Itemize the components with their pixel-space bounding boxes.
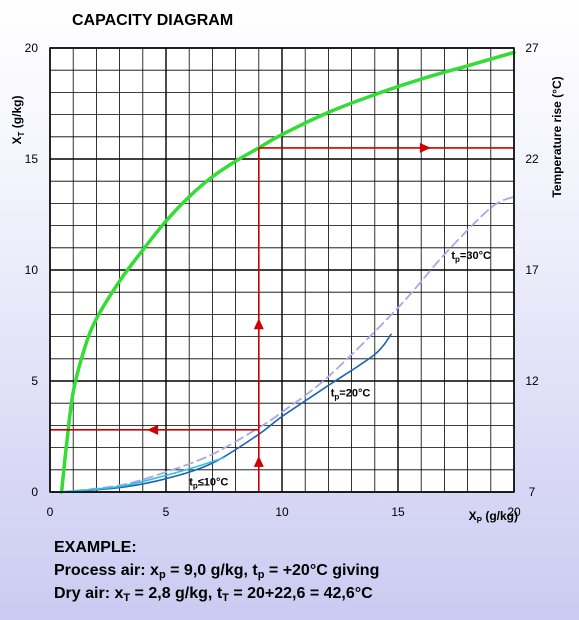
example-path	[50, 142, 514, 492]
y2-tick-label: 27	[525, 41, 539, 55]
series-line-tp-10-c	[60, 456, 225, 493]
series-line-capacity	[59, 50, 516, 494]
y-axis-label: XT (g/kg)	[10, 96, 26, 145]
example-heading: EXAMPLE:	[54, 539, 137, 556]
y2-tick-label: 22	[525, 152, 539, 166]
series-line-tp-30-c	[60, 195, 515, 493]
arrow-left-icon	[147, 424, 159, 435]
capacity-chart: CAPACITY DIAGRAM tp=30°C tp=20°C tp≤10°C 0…	[10, 12, 564, 525]
x-axis-label: XP (g/kg)	[469, 509, 518, 525]
y2-tick-label: 17	[525, 263, 539, 277]
series-label: tp=20°C	[331, 388, 371, 402]
x-tick-label: 10	[275, 505, 289, 519]
series-label: tp≤10°C	[189, 476, 228, 490]
y-tick-label: 15	[25, 152, 39, 166]
example-process-air: Process air: xp = 9,0 g/kg, tp = +20°C g…	[54, 562, 380, 581]
x-tick-label: 5	[163, 505, 170, 519]
example-dry-air: Dry air: xT = 2,8 g/kg, tT = 20+22,6 = 4…	[54, 585, 373, 604]
arrow-up-icon	[253, 318, 264, 330]
y-tick-label: 10	[25, 263, 39, 277]
chart-title: CAPACITY DIAGRAM	[72, 12, 233, 29]
plot-frame	[49, 47, 515, 493]
y2-tick-label: 12	[525, 374, 539, 388]
x-tick-label: 20	[507, 505, 521, 519]
y2-axis-label: Temperature rise (°C)	[550, 76, 564, 197]
tick-labels: 0 5 10 15 20 0 5 10 15 20 7 12 17 22 27	[25, 41, 539, 519]
series-label: tp=30°C	[451, 250, 491, 264]
arrow-right-icon	[419, 142, 431, 153]
x-tick-label: 15	[391, 505, 405, 519]
y-tick-label: 20	[25, 41, 39, 55]
x-tick-label: 0	[47, 505, 54, 519]
y-tick-label: 5	[31, 374, 38, 388]
y2-tick-label: 7	[529, 485, 536, 499]
example-text: EXAMPLE: Process air: xp = 9,0 g/kg, tp …	[54, 536, 379, 605]
y-tick-label: 0	[31, 485, 38, 499]
grid	[49, 47, 515, 493]
arrow-up-icon	[253, 455, 264, 467]
